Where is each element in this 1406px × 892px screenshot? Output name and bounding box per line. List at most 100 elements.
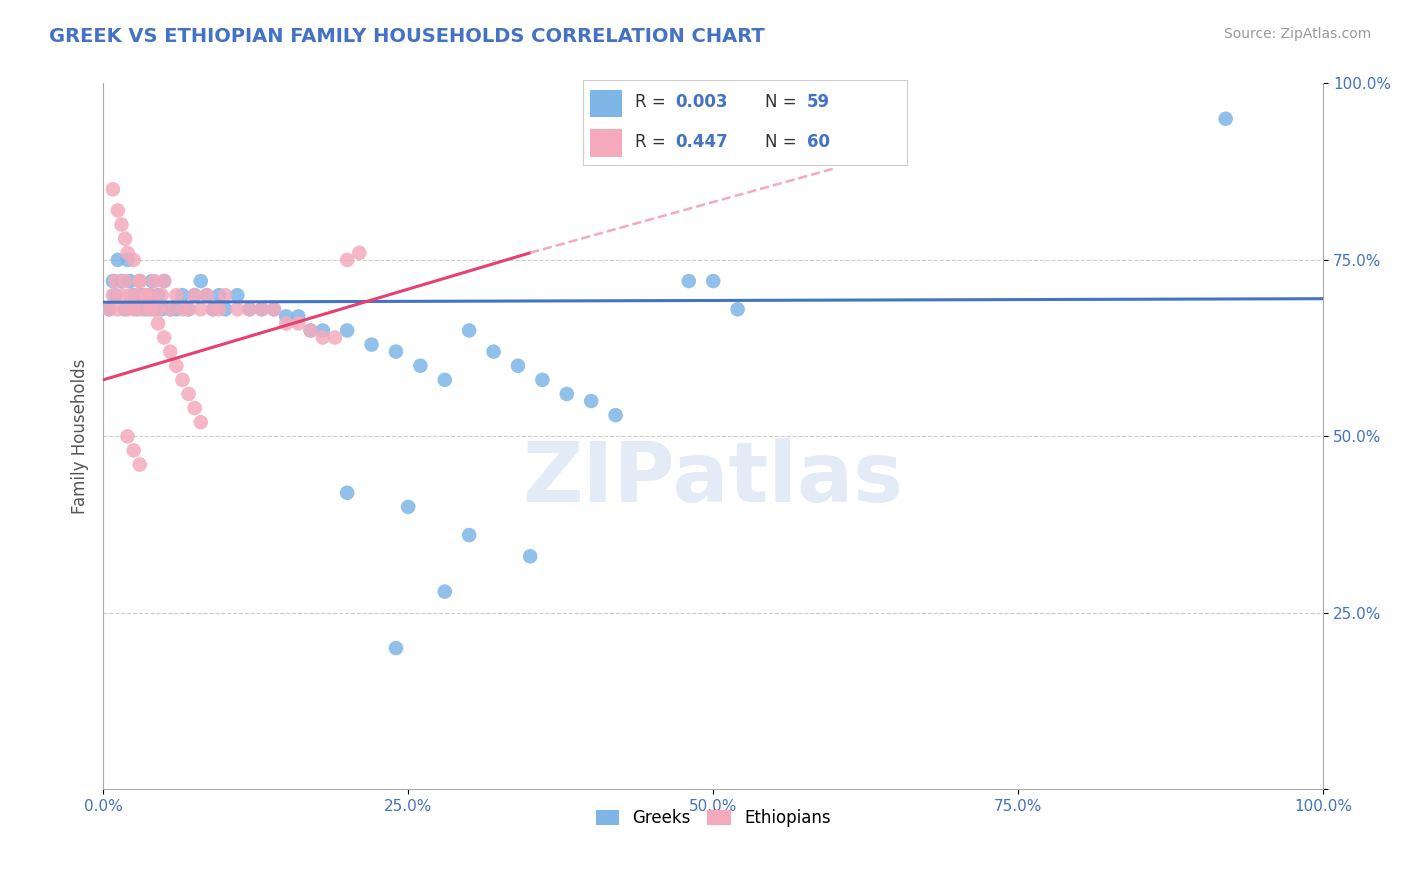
Point xyxy=(146,317,169,331)
Point xyxy=(146,288,169,302)
Point xyxy=(165,359,187,373)
Point xyxy=(226,288,249,302)
Point xyxy=(190,274,212,288)
Point xyxy=(107,302,129,317)
Text: 0.447: 0.447 xyxy=(676,133,728,151)
Point xyxy=(127,302,149,317)
Point xyxy=(238,302,260,317)
Point xyxy=(143,274,166,288)
Point xyxy=(195,288,218,302)
Point xyxy=(104,288,127,302)
Text: ZIPatlas: ZIPatlas xyxy=(523,438,904,519)
Point xyxy=(114,274,136,288)
Point xyxy=(122,443,145,458)
Text: GREEK VS ETHIOPIAN FAMILY HOUSEHOLDS CORRELATION CHART: GREEK VS ETHIOPIAN FAMILY HOUSEHOLDS COR… xyxy=(49,27,765,45)
Point xyxy=(110,218,132,232)
Point xyxy=(433,584,456,599)
Point xyxy=(122,302,145,317)
Point xyxy=(128,274,150,288)
Point xyxy=(287,317,309,331)
Point xyxy=(299,323,322,337)
Point xyxy=(141,274,163,288)
Point xyxy=(159,302,181,317)
Point xyxy=(299,323,322,337)
Point xyxy=(153,330,176,344)
Text: 60: 60 xyxy=(807,133,830,151)
Point xyxy=(190,415,212,429)
Point xyxy=(98,302,121,317)
Point xyxy=(1215,112,1237,126)
Point xyxy=(183,288,205,302)
Point xyxy=(190,302,212,317)
Point xyxy=(110,274,132,288)
Point xyxy=(172,288,194,302)
Text: Source: ZipAtlas.com: Source: ZipAtlas.com xyxy=(1223,27,1371,41)
Point xyxy=(159,344,181,359)
Point xyxy=(150,302,173,317)
Point xyxy=(101,274,124,288)
Point xyxy=(201,302,224,317)
Point xyxy=(531,373,554,387)
Point xyxy=(195,288,218,302)
Point xyxy=(172,302,194,317)
Point xyxy=(214,288,236,302)
Point xyxy=(135,288,157,302)
Point xyxy=(131,288,153,302)
Point xyxy=(263,302,285,317)
Y-axis label: Family Households: Family Households xyxy=(72,359,89,514)
Point xyxy=(201,302,224,317)
Point xyxy=(458,323,481,337)
Point xyxy=(101,288,124,302)
Point xyxy=(118,274,141,288)
Point xyxy=(159,302,181,317)
Point xyxy=(141,288,163,302)
Point xyxy=(101,182,124,196)
Point xyxy=(138,288,160,302)
Bar xyxy=(591,89,623,117)
Point xyxy=(183,401,205,416)
Point xyxy=(135,288,157,302)
Point xyxy=(312,323,335,337)
Point xyxy=(122,252,145,267)
Point xyxy=(98,302,121,317)
Point xyxy=(555,387,578,401)
Point xyxy=(177,302,200,317)
Point xyxy=(127,288,149,302)
Point xyxy=(727,302,749,317)
Point xyxy=(349,245,371,260)
Point xyxy=(165,288,187,302)
Point xyxy=(110,288,132,302)
Point xyxy=(107,203,129,218)
Point xyxy=(385,344,408,359)
Point xyxy=(336,323,359,337)
Point xyxy=(114,232,136,246)
Point xyxy=(117,252,139,267)
Point xyxy=(141,302,163,317)
Point xyxy=(135,302,157,317)
Point xyxy=(153,274,176,288)
Point xyxy=(287,310,309,324)
Point xyxy=(702,274,724,288)
Point xyxy=(336,252,359,267)
Point xyxy=(138,302,160,317)
Point xyxy=(276,310,298,324)
Point xyxy=(150,288,173,302)
Point xyxy=(506,359,529,373)
Point xyxy=(409,359,432,373)
Text: R =: R = xyxy=(636,94,671,112)
Point xyxy=(172,373,194,387)
Point xyxy=(104,274,127,288)
Point xyxy=(323,330,346,344)
Point xyxy=(117,429,139,443)
Bar xyxy=(591,129,623,157)
Point xyxy=(519,549,541,564)
Point xyxy=(250,302,273,317)
Point xyxy=(177,302,200,317)
Point xyxy=(360,337,382,351)
Point xyxy=(678,274,700,288)
Point xyxy=(128,274,150,288)
Point xyxy=(128,458,150,472)
Point xyxy=(128,274,150,288)
Point xyxy=(117,245,139,260)
Point xyxy=(131,302,153,317)
